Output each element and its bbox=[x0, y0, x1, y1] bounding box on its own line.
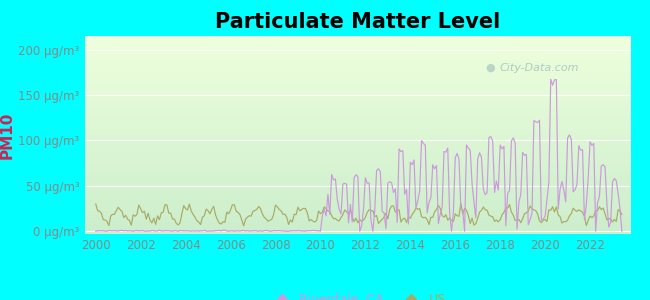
Text: ●: ● bbox=[486, 63, 495, 73]
Legend: Riverdale, CA, US: Riverdale, CA, US bbox=[264, 288, 451, 300]
Text: City-Data.com: City-Data.com bbox=[499, 63, 579, 73]
Title: Particulate Matter Level: Particulate Matter Level bbox=[215, 12, 500, 32]
Y-axis label: PM10: PM10 bbox=[0, 111, 14, 159]
